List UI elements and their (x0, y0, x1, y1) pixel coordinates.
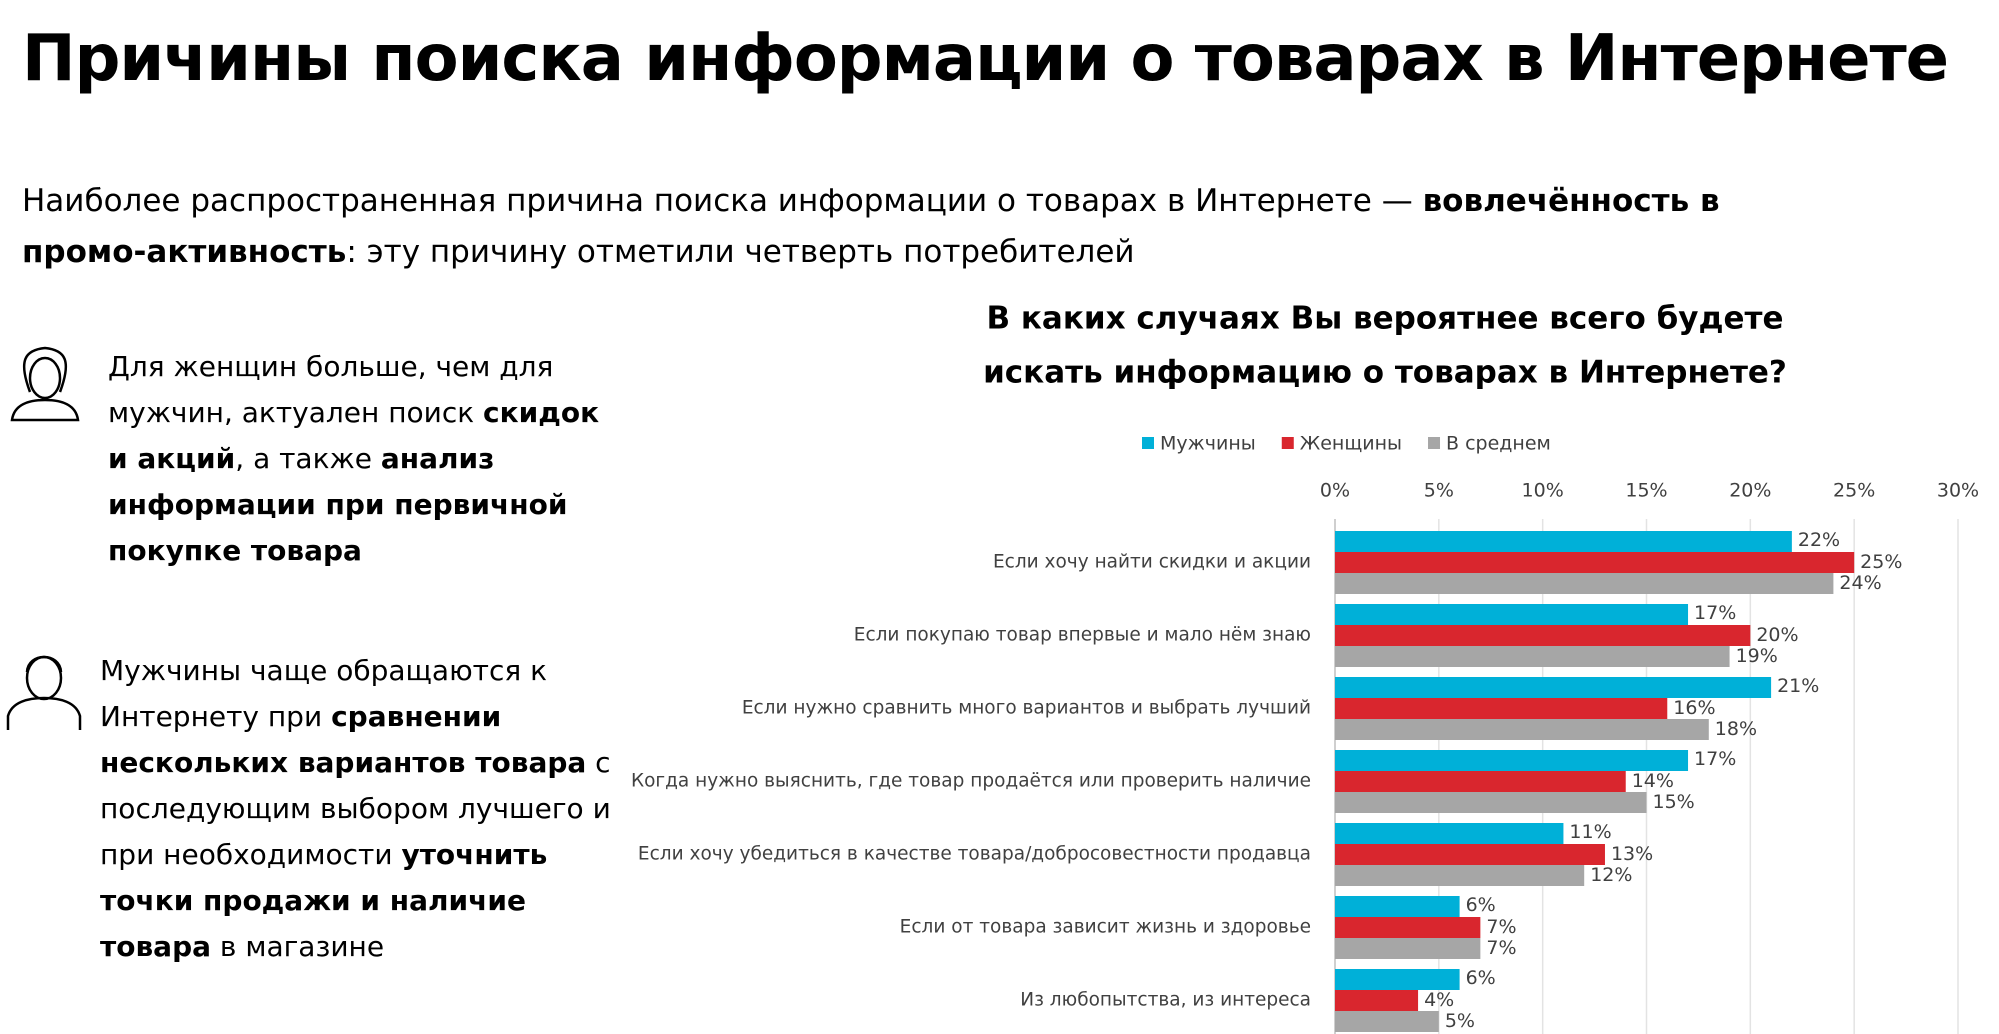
value-label: 15% (1653, 791, 1695, 813)
value-label: 16% (1673, 697, 1715, 719)
category-label: Если нужно сравнить много вариантов и вы… (742, 698, 1311, 719)
x-tick-label: 15% (1625, 480, 1667, 502)
bar (1335, 969, 1460, 990)
value-label: 12% (1590, 864, 1632, 886)
value-label: 17% (1694, 748, 1736, 770)
value-label: 17% (1694, 602, 1736, 624)
legend-label: В среднем (1446, 433, 1551, 455)
woman-icon (10, 346, 80, 422)
text-segment: вовлечённость в промо-активность (22, 183, 1720, 270)
value-label: 25% (1860, 551, 1902, 573)
note: Для женщин больше, чем для мужчин, актуа… (108, 344, 628, 574)
bar (1335, 604, 1689, 625)
x-tick-label: 0% (1320, 480, 1350, 502)
value-label: 20% (1756, 624, 1798, 646)
bar (1335, 677, 1772, 698)
legend-swatch (1428, 437, 1441, 449)
chart-title: искать информацию о товарах в Интернете? (983, 355, 1787, 391)
category-label: Если хочу убедиться в качестве товара/до… (638, 844, 1311, 865)
bar (1335, 719, 1709, 740)
value-label: 14% (1632, 770, 1674, 792)
text-segment: скидок и акций (108, 396, 600, 475)
x-tick-label: 30% (1937, 480, 1979, 502)
chart-title: В каких случаях Вы вероятнее всего будет… (986, 301, 1783, 337)
bar (1335, 844, 1605, 865)
value-label: 19% (1736, 645, 1778, 667)
bar (1335, 865, 1585, 886)
text-segment: Для женщин больше, чем для мужчин, актуа… (108, 350, 554, 429)
x-tick-label: 20% (1729, 480, 1771, 502)
bar (1335, 917, 1481, 938)
value-label: 11% (1569, 821, 1611, 843)
text-segment: Наиболее распространенная причина поиска… (22, 183, 1423, 219)
value-label: 4% (1424, 989, 1454, 1011)
text-segment: : эту причину отметили четверть потребит… (346, 234, 1135, 270)
value-label: 7% (1486, 916, 1516, 938)
legend-label: Женщины (1300, 433, 1402, 455)
bar (1335, 990, 1419, 1011)
subtitle: Наиболее распространенная причина поиска… (22, 176, 1782, 278)
note: Мужчины чаще обращаются к Интернету при … (100, 648, 620, 970)
text-segment: анализ информации при первичной покупке … (108, 442, 568, 567)
bar (1335, 938, 1481, 959)
legend-swatch (1281, 437, 1294, 449)
text-segment: с последующим выбором лучшего и при необ… (100, 746, 611, 871)
value-label: 18% (1715, 718, 1757, 740)
value-label: 6% (1466, 967, 1496, 989)
bar (1335, 792, 1647, 813)
value-label: 7% (1486, 937, 1516, 959)
x-tick-label: 10% (1522, 480, 1564, 502)
x-tick-label: 25% (1833, 480, 1875, 502)
text-segment: Мужчины чаще обращаются к Интернету при (100, 654, 548, 733)
bar (1335, 896, 1460, 917)
value-label: 21% (1777, 675, 1819, 697)
value-label: 24% (1839, 572, 1881, 594)
bar (1335, 552, 1855, 573)
category-label: Если от товара зависит жизнь и здоровье (900, 917, 1311, 938)
bar (1335, 823, 1564, 844)
legend-label: Мужчины (1160, 433, 1256, 455)
value-label: 13% (1611, 843, 1653, 865)
bar (1335, 573, 1834, 594)
bar (1335, 531, 1792, 552)
legend-swatch (1142, 437, 1154, 449)
category-label: Если покупаю товар впервые и мало нём зн… (854, 625, 1311, 646)
text-segment: в магазине (211, 930, 385, 963)
category-label: Если хочу найти скидки и акции (993, 552, 1311, 573)
text-segment: сравнении нескольких вариантов товара (100, 700, 587, 779)
text-segment: уточнить точки продажи и наличие товара (100, 838, 548, 963)
category-label: Из любопытства, из интереса (1020, 990, 1311, 1011)
value-label: 6% (1466, 894, 1496, 916)
bar (1335, 750, 1689, 771)
category-label: Когда нужно выяснить, где товар продаётс… (631, 771, 1311, 792)
bar (1335, 771, 1626, 792)
bar (1335, 625, 1751, 646)
bar (1335, 1011, 1439, 1032)
x-tick-label: 5% (1424, 480, 1454, 502)
bar (1335, 698, 1668, 719)
value-label: 5% (1445, 1010, 1475, 1032)
value-label: 22% (1798, 529, 1840, 551)
man-icon (6, 655, 82, 730)
page-title: Причины поиска информации о товарах в Ин… (22, 22, 1949, 96)
bar (1335, 646, 1730, 667)
text-segment: , а также (235, 442, 381, 475)
